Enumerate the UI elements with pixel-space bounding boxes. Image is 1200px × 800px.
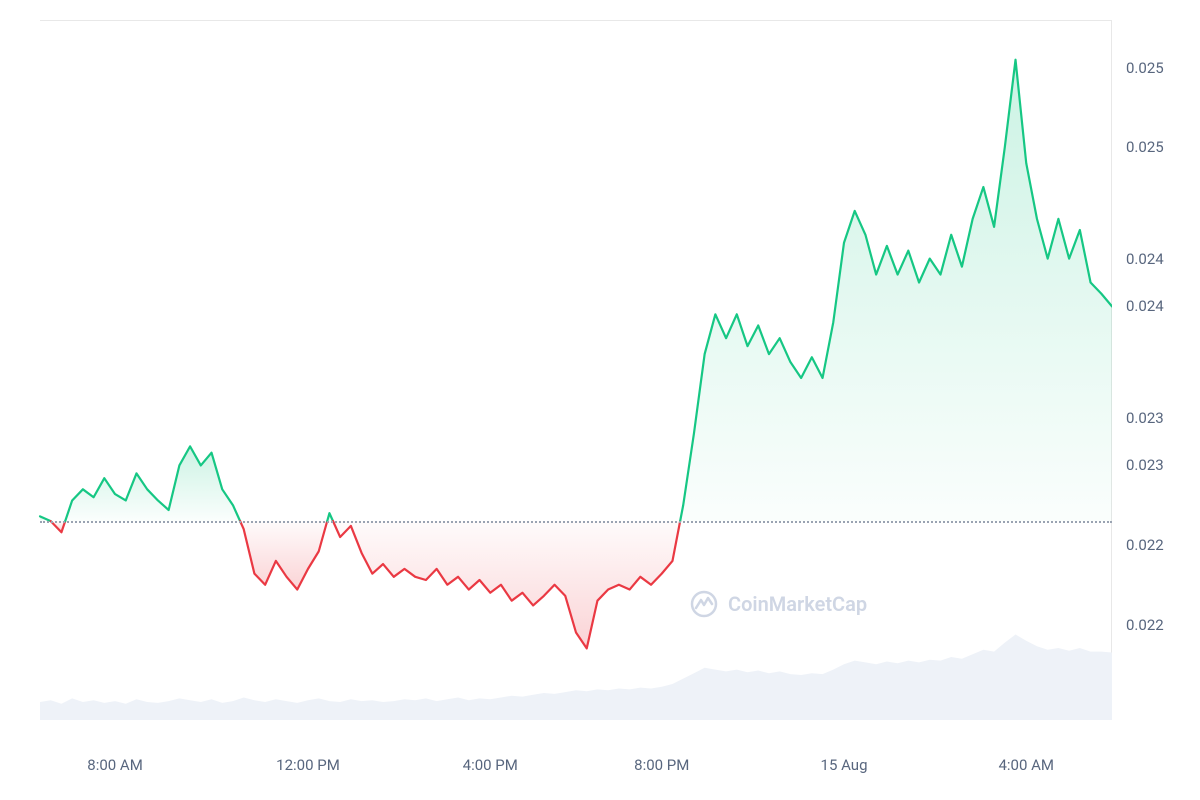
x-tick-label: 12:00 PM <box>276 756 340 774</box>
y-tick-label: 0.022 <box>1126 536 1164 554</box>
y-tick-label: 0.024 <box>1126 297 1164 315</box>
volume-area-svg <box>0 630 1112 720</box>
price-line-svg <box>0 0 1112 720</box>
x-tick-label: 4:00 AM <box>998 756 1054 774</box>
x-tick-label: 8:00 AM <box>87 756 143 774</box>
coinmarketcap-icon <box>690 590 718 618</box>
y-tick-label: 0.025 <box>1126 138 1164 156</box>
watermark: CoinMarketCap <box>690 590 867 618</box>
y-tick-label: 0.022 <box>1126 616 1164 634</box>
y-tick-label: 0.023 <box>1126 409 1164 427</box>
x-tick-label: 8:00 PM <box>634 756 689 774</box>
watermark-text: CoinMarketCap <box>728 592 867 616</box>
x-tick-label: 15 Aug <box>821 756 868 774</box>
baseline-indicator <box>40 521 1112 523</box>
price-chart: 0.022 0.022 0.023 0.023 0.024 0.024 0.025 0.025… <box>0 0 1200 800</box>
y-tick-label: 0.025 <box>1126 59 1164 77</box>
y-tick-label: 0.024 <box>1126 250 1164 268</box>
x-tick-label: 4:00 PM <box>463 756 518 774</box>
y-tick-label: 0.023 <box>1126 456 1164 474</box>
